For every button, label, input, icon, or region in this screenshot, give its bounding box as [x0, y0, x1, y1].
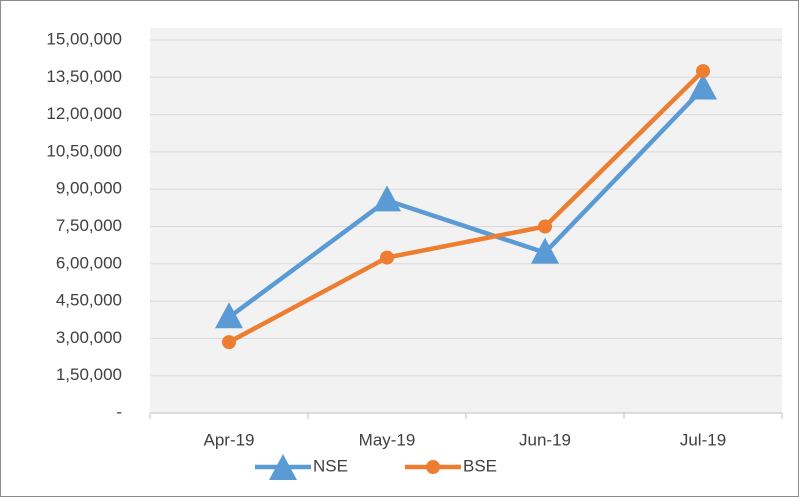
x-tick-label: Jun-19 [519, 430, 571, 449]
data-point [538, 219, 552, 234]
legend-label: NSE [313, 456, 348, 475]
y-tick-label: 4,50,000 [56, 291, 122, 310]
y-tick-label: 9,00,000 [56, 179, 122, 198]
y-tick-label: 7,50,000 [56, 216, 122, 235]
y-tick-label: 15,00,000 [46, 29, 122, 48]
series-line [227, 69, 705, 345]
y-tick-label: 13,50,000 [46, 67, 122, 86]
legend-marker [269, 454, 297, 480]
legend-label: BSE [463, 456, 497, 475]
x-tick-label: Apr-19 [203, 430, 254, 449]
data-point [215, 302, 243, 329]
y-tick-label: 10,50,000 [46, 141, 122, 160]
y-tick-label: 6,00,000 [56, 253, 122, 272]
data-point [689, 73, 717, 100]
data-point [222, 335, 236, 350]
plot-area [150, 28, 782, 413]
data-point [696, 64, 710, 79]
data-point [531, 237, 559, 264]
data-point [373, 185, 401, 212]
x-tick-label: May-19 [359, 430, 416, 449]
y-tick-label: 12,00,000 [46, 104, 122, 123]
legend-marker [426, 460, 440, 474]
y-tick-label: 3,00,000 [56, 328, 122, 347]
series-line [227, 86, 705, 320]
y-tick-label: 1,50,000 [56, 365, 122, 384]
x-tick-label: Jul-19 [680, 430, 726, 449]
data-point [380, 250, 394, 265]
y-tick-label: - [116, 402, 122, 421]
